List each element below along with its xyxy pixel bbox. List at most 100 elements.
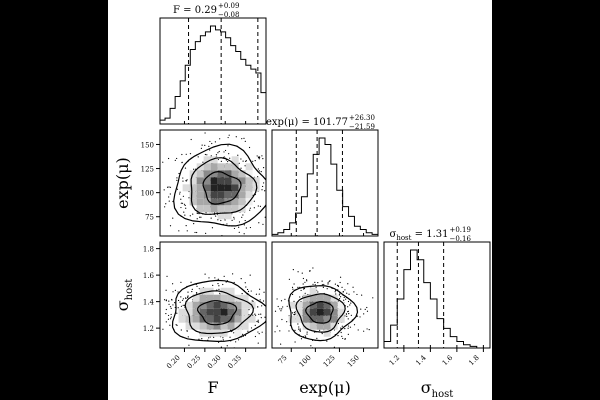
density-cell — [203, 170, 211, 178]
scatter-point — [257, 176, 259, 178]
scatter-point — [250, 327, 253, 329]
hist-frame-2 — [383, 241, 491, 349]
scatter-point — [305, 279, 308, 281]
density-cell — [231, 184, 239, 192]
scatter-point — [259, 299, 261, 301]
scatter-point — [291, 293, 294, 296]
scatter-point — [348, 293, 350, 295]
scatter-point — [347, 318, 349, 320]
scatter-point — [181, 299, 184, 301]
scatter-point — [262, 185, 264, 188]
scatter-point — [197, 156, 199, 158]
contour-level-0 — [171, 279, 266, 343]
scatter-point — [279, 330, 281, 332]
title-plus-1: +26.30 — [349, 114, 375, 122]
density-cell — [238, 170, 246, 178]
scatter-point — [353, 324, 356, 326]
scatter-point — [169, 318, 172, 320]
density-cell — [210, 156, 218, 164]
hist-frame-1 — [271, 129, 379, 237]
hist-step-1 — [271, 137, 379, 236]
scatter-point — [168, 186, 170, 188]
density-cell — [196, 177, 204, 185]
density-cell — [323, 315, 331, 323]
panel-content-1-2 — [274, 267, 374, 348]
hist-title-2: σhost = 1.31 — [390, 229, 449, 242]
density-cell — [227, 301, 235, 309]
scatter-point — [183, 203, 186, 205]
scatter-point — [349, 304, 351, 306]
density-cell — [217, 205, 225, 213]
scatter-point — [366, 328, 368, 330]
title-plus-0: +0.09 — [218, 2, 239, 10]
density-cell — [309, 294, 317, 302]
scatter-point — [262, 223, 264, 225]
scatter-point — [260, 317, 262, 319]
density-cell — [220, 294, 228, 302]
scatter-point — [280, 300, 283, 302]
density-cell — [337, 301, 345, 309]
scatter-point — [196, 231, 198, 234]
scatter-point — [194, 231, 196, 234]
density-cell — [203, 177, 211, 185]
density-cell — [217, 191, 225, 199]
scatter-point — [222, 339, 224, 341]
scatter-point — [204, 132, 206, 134]
scatter-point — [262, 182, 265, 184]
scatter-point — [317, 291, 319, 293]
scatter-point — [241, 216, 243, 218]
density-cell — [245, 170, 253, 178]
scatter-point — [181, 202, 184, 204]
y-tick-label-1-1: 100 — [141, 190, 154, 198]
scatter-point — [242, 347, 244, 348]
scatter-point — [297, 323, 299, 325]
scatter-point — [338, 294, 340, 296]
scatter-point — [209, 336, 211, 338]
scatter-point — [357, 329, 359, 331]
scatter-point — [243, 137, 245, 139]
density-cell — [302, 322, 310, 330]
scatter-point — [176, 312, 178, 314]
scatter-point — [179, 193, 181, 195]
scatter-point — [177, 291, 179, 293]
scatter-point — [178, 230, 180, 232]
scatter-point — [260, 171, 262, 173]
title-param-0: F — [173, 5, 180, 16]
density-cell — [252, 184, 260, 192]
scatter-point — [242, 333, 244, 335]
density-cell — [309, 315, 317, 323]
scatter-point — [334, 291, 336, 293]
scatter-point — [323, 283, 325, 286]
scatter-point — [246, 288, 249, 291]
x-axis-label-2: σhost — [421, 378, 454, 400]
scatter-point — [165, 203, 167, 205]
density-cell — [178, 315, 186, 323]
scatter-point — [169, 306, 172, 308]
scatter-point — [321, 332, 323, 335]
density-cell — [302, 301, 310, 309]
density-cell — [288, 301, 296, 309]
scatter-point — [299, 296, 301, 298]
scatter-point — [274, 331, 276, 333]
scatter-point — [187, 295, 189, 298]
scatter-point — [343, 296, 345, 298]
scatter-point — [254, 324, 256, 326]
density-cell — [224, 184, 232, 192]
scatter-point — [210, 217, 212, 219]
scatter-point — [346, 315, 348, 317]
scatter-point — [168, 196, 170, 198]
scatter-point — [218, 288, 220, 290]
scatter-point — [310, 345, 312, 347]
density-cell — [302, 294, 310, 302]
x-axis-label-text-1: exp(μ) — [299, 378, 351, 397]
y-tick-label-1-3: 150 — [141, 141, 154, 149]
scatter-point — [258, 158, 260, 160]
scatter-point — [244, 219, 246, 222]
density-cell — [206, 315, 214, 323]
scatter-point — [244, 165, 246, 167]
scatter-point — [368, 328, 370, 331]
scatter-point — [186, 179, 188, 181]
scatter-point — [233, 218, 235, 220]
scatter-point — [181, 161, 183, 163]
x-axis-label-1: exp(μ) — [299, 378, 351, 397]
